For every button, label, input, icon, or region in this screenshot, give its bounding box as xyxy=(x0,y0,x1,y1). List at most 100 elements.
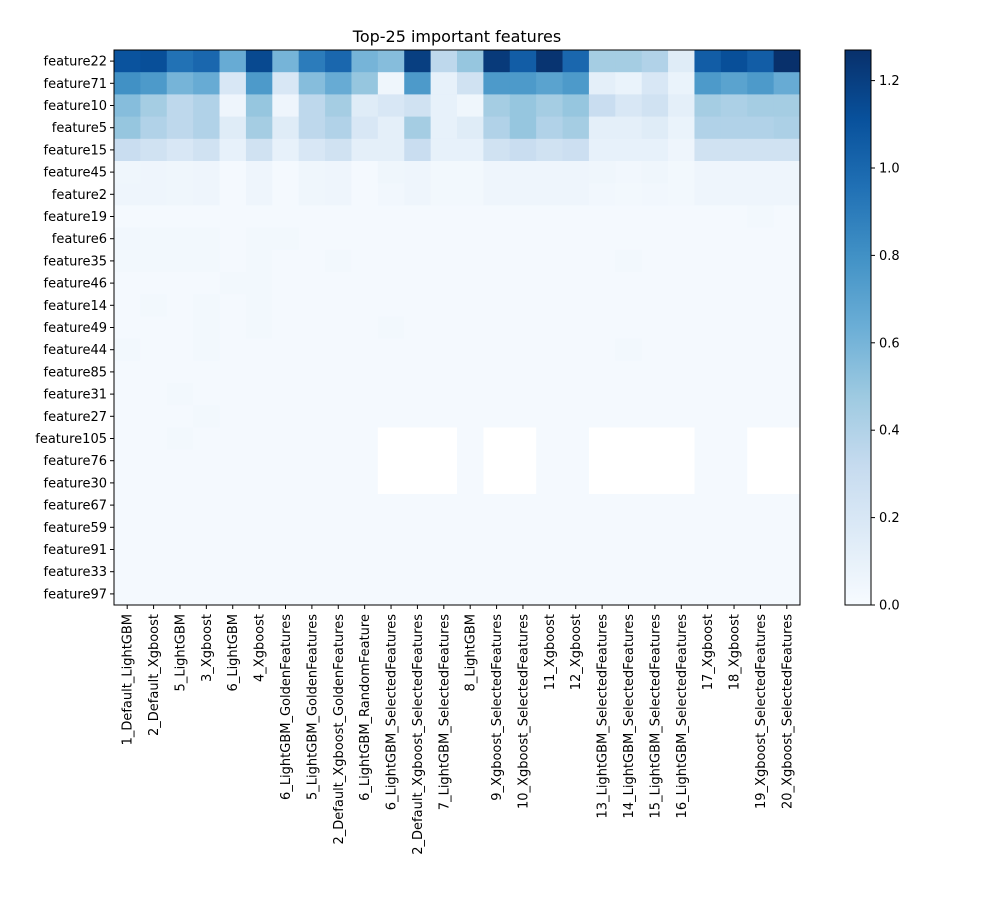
heatmap-cell xyxy=(720,249,748,273)
heatmap-cell xyxy=(325,50,352,73)
heatmap-cell xyxy=(694,205,722,228)
heatmap-cell xyxy=(166,72,194,95)
heatmap-cell xyxy=(351,560,379,584)
heatmap-cell xyxy=(720,116,748,140)
heatmap-cell xyxy=(114,227,141,251)
heatmap-cell xyxy=(457,272,484,295)
heatmap-cell xyxy=(747,294,775,317)
heatmap-cell xyxy=(747,471,775,495)
heatmap-cell xyxy=(509,316,537,339)
heatmap-cell xyxy=(641,116,669,140)
heatmap-cell xyxy=(588,360,616,384)
heatmap-cell xyxy=(351,338,379,362)
heatmap-cell xyxy=(272,272,300,295)
heatmap-cell xyxy=(140,272,168,295)
heatmap-cell xyxy=(166,427,194,450)
heatmap-cell xyxy=(457,94,484,117)
heatmap-cell xyxy=(668,249,695,273)
heatmap-cell xyxy=(536,516,563,539)
heatmap-cell xyxy=(588,205,616,228)
heatmap-cell xyxy=(245,383,273,406)
heatmap-cell xyxy=(668,316,695,339)
y-tick-label: feature10 xyxy=(44,99,107,114)
heatmap-cell xyxy=(166,138,194,162)
heatmap-cell xyxy=(351,494,379,517)
heatmap-cell xyxy=(166,116,194,140)
heatmap-cell xyxy=(720,138,748,162)
heatmap-cell xyxy=(430,183,458,206)
heatmap-cell xyxy=(298,227,326,251)
heatmap-cell xyxy=(140,360,168,384)
heatmap-cell xyxy=(536,449,563,473)
heatmap-cell xyxy=(219,183,247,206)
heatmap-cell xyxy=(641,494,669,517)
heatmap-cell xyxy=(483,50,511,73)
heatmap-cell xyxy=(140,471,168,495)
heatmap-cell xyxy=(457,494,484,517)
heatmap-cell xyxy=(166,449,194,473)
heatmap-cell xyxy=(773,471,801,495)
heatmap-cell xyxy=(404,72,432,95)
heatmap-cell xyxy=(193,249,220,273)
heatmap-cell xyxy=(562,494,590,517)
heatmap-cell xyxy=(272,560,300,584)
heatmap-cell xyxy=(747,50,775,73)
heatmap-cell xyxy=(166,161,194,184)
heatmap-cell xyxy=(747,316,775,339)
x-tick-label: 15_LightGBM_SelectedFeatures xyxy=(648,614,663,819)
y-tick-label: feature105 xyxy=(35,432,107,447)
heatmap-cell xyxy=(272,294,300,317)
heatmap-cell xyxy=(245,582,273,606)
heatmap-cell xyxy=(166,272,194,295)
heatmap-cell xyxy=(219,538,247,561)
heatmap-cell xyxy=(615,183,643,206)
heatmap-cell xyxy=(536,50,563,73)
heatmap-cell xyxy=(404,427,432,450)
y-tick-label: feature2 xyxy=(52,188,107,203)
heatmap-cell xyxy=(773,183,801,206)
heatmap-cell xyxy=(377,471,405,495)
heatmap-cell xyxy=(114,205,141,228)
x-tick-label: 6_LightGBM_RandomFeature xyxy=(358,614,373,801)
heatmap-cell xyxy=(377,494,405,517)
heatmap-cell xyxy=(588,294,616,317)
heatmap-cell xyxy=(668,138,695,162)
heatmap-cell xyxy=(747,205,775,228)
heatmap-cell xyxy=(457,205,484,228)
heatmap-cell xyxy=(272,138,300,162)
x-tick-label: 2_Default_Xgboost_SelectedFeatures xyxy=(411,614,426,855)
heatmap-cell xyxy=(641,360,669,384)
heatmap-cell xyxy=(377,383,405,406)
heatmap-cell xyxy=(245,183,273,206)
heatmap-cell xyxy=(404,316,432,339)
heatmap-cell xyxy=(694,50,722,73)
heatmap-cell xyxy=(588,316,616,339)
heatmap-cell xyxy=(509,338,537,362)
heatmap-cell xyxy=(377,294,405,317)
heatmap-cell xyxy=(193,582,220,606)
colorbar-tick-label: 0.6 xyxy=(879,336,900,351)
heatmap-cell xyxy=(377,538,405,561)
heatmap-cell xyxy=(430,272,458,295)
heatmap-cell xyxy=(114,294,141,317)
heatmap-cell xyxy=(404,494,432,517)
heatmap-cell xyxy=(114,516,141,539)
heatmap-cell xyxy=(615,294,643,317)
heatmap-cell xyxy=(773,116,801,140)
heatmap-cell xyxy=(430,72,458,95)
heatmap-cell xyxy=(747,494,775,517)
heatmap-cell xyxy=(483,272,511,295)
y-tick-label: feature31 xyxy=(44,388,107,403)
heatmap-cell xyxy=(272,383,300,406)
heatmap-cell xyxy=(720,294,748,317)
heatmap-cell xyxy=(720,383,748,406)
heatmap-cell xyxy=(245,94,273,117)
heatmap-cell xyxy=(245,205,273,228)
heatmap-cell xyxy=(694,94,722,117)
heatmap-cell xyxy=(509,582,537,606)
heatmap-cell xyxy=(457,249,484,273)
heatmap-cell xyxy=(114,449,141,473)
heatmap-cell xyxy=(377,138,405,162)
heatmap-cell xyxy=(588,494,616,517)
heatmap-cell xyxy=(588,338,616,362)
